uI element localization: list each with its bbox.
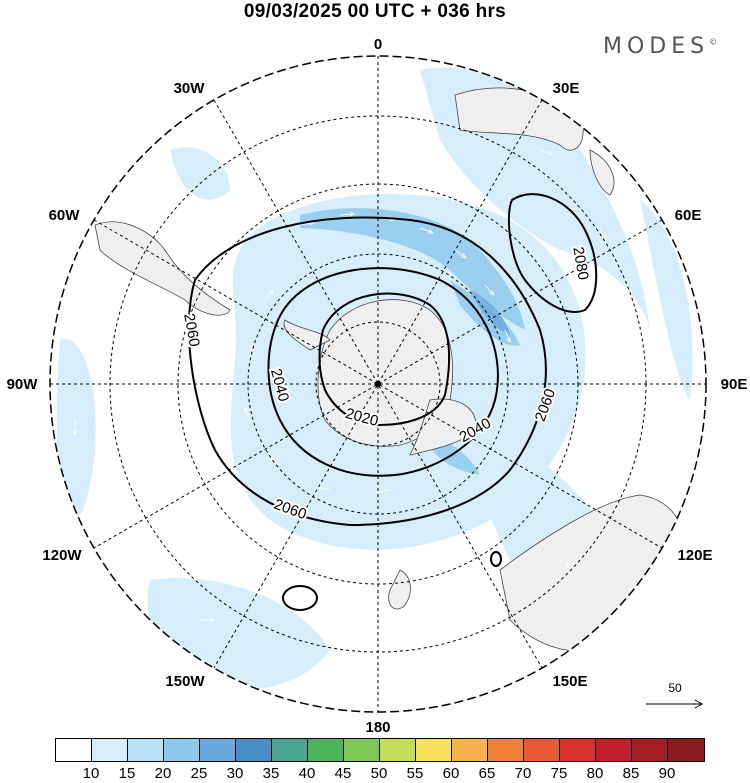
graticule [50, 56, 706, 712]
colorbar-tick-label: 45 [334, 765, 352, 782]
colorbar-tick-label: 55 [406, 765, 424, 782]
polar-map: 2080 2060 2040 2020 2040 2060 2060 0 30E… [7, 36, 748, 736]
contour-2060 [187, 216, 547, 527]
colorbar [55, 738, 705, 762]
colorbar-tick-label: 50 [370, 765, 388, 782]
colorbar-swatch [128, 739, 164, 761]
contour-2020 [318, 292, 451, 427]
lon-label-120w: 120W [42, 547, 82, 564]
colorbar-swatch [668, 739, 704, 761]
page-title: 09/03/2025 00 UTC + 036 hrs [243, 1, 507, 22]
lon-label-150e: 150E [552, 673, 587, 690]
colorbar-swatch [452, 739, 488, 761]
lon-label-60w: 60W [49, 207, 81, 224]
africa-east [589, 149, 615, 196]
colorbar-ticks: 10 15 20 25 30 35 40 45 50 55 60 65 70 75 80 85 90 [55, 765, 703, 783]
lon-label-30w: 30W [174, 80, 206, 97]
reference-vector: 50 [646, 681, 704, 709]
colorbar-tick-label: 25 [190, 765, 208, 782]
colorbar-swatch [632, 739, 668, 761]
contour-small-low-east [490, 551, 502, 567]
contour-small-low [282, 585, 318, 611]
colorbar-tick-label: 75 [550, 765, 568, 782]
lon-label-0: 0 [374, 36, 382, 53]
lon-label-30e: 30E [553, 80, 580, 97]
colorbar-swatch [524, 739, 560, 761]
colorbar-tick-label: 40 [298, 765, 316, 782]
reference-vector-label: 50 [668, 681, 682, 695]
colorbar-tick-label: 80 [586, 765, 604, 782]
colorbar-tick-label: 70 [514, 765, 532, 782]
lon-label-120e: 120E [677, 547, 712, 564]
colorbar-tick-label: 20 [154, 765, 172, 782]
colorbar-swatch [56, 739, 92, 761]
colorbar-swatch [380, 739, 416, 761]
contour-2080 [507, 193, 598, 313]
colorbar-swatch [488, 739, 524, 761]
logo-text: MODES [603, 34, 710, 59]
colorbar-swatch [164, 739, 200, 761]
colorbar-swatch [92, 739, 128, 761]
antarctic-peninsula [283, 319, 331, 351]
reference-vector-head [694, 699, 704, 709]
lon-label-90e: 90E [721, 376, 748, 393]
contour-label: 2060 [180, 312, 203, 348]
modes-logo: MODES© [603, 34, 717, 59]
colorbar-tick-label: 85 [622, 765, 640, 782]
lon-label-150w: 150W [165, 673, 205, 690]
copyright-mark: © [709, 37, 718, 47]
wind-speed-shading-max [470, 290, 510, 335]
colorbar-swatch [236, 739, 272, 761]
colorbar-swatch [200, 739, 236, 761]
colorbar-swatch [416, 739, 452, 761]
colorbar-tick-label: 30 [226, 765, 244, 782]
lon-label-180: 180 [365, 719, 390, 736]
height-contours [187, 193, 598, 611]
colorbar-tick-label: 90 [658, 765, 676, 782]
map-content: 2080 2060 2040 2020 2040 2060 2060 [50, 56, 706, 712]
colorbar-tick-label: 10 [82, 765, 100, 782]
colorbar-tick-label: 65 [478, 765, 496, 782]
colorbar-swatch [272, 739, 308, 761]
colorbar-swatch [308, 739, 344, 761]
colorbar-swatch [344, 739, 380, 761]
colorbar-swatch [596, 739, 632, 761]
colorbar-tick-label: 15 [118, 765, 136, 782]
south-pole-dot [375, 381, 381, 387]
new-zealand [388, 569, 411, 610]
colorbar-tick-label: 60 [442, 765, 460, 782]
colorbar-tick-label: 35 [262, 765, 280, 782]
colorbar-swatch [560, 739, 596, 761]
map-border [49, 55, 707, 713]
south-america [94, 221, 231, 316]
longitude-labels: 0 30E 60E 90E 120E 150E 180 150W 120W 90… [7, 36, 748, 736]
lon-label-60e: 60E [675, 207, 702, 224]
lon-label-90w: 90W [7, 376, 39, 393]
contour-2040 [267, 267, 499, 477]
